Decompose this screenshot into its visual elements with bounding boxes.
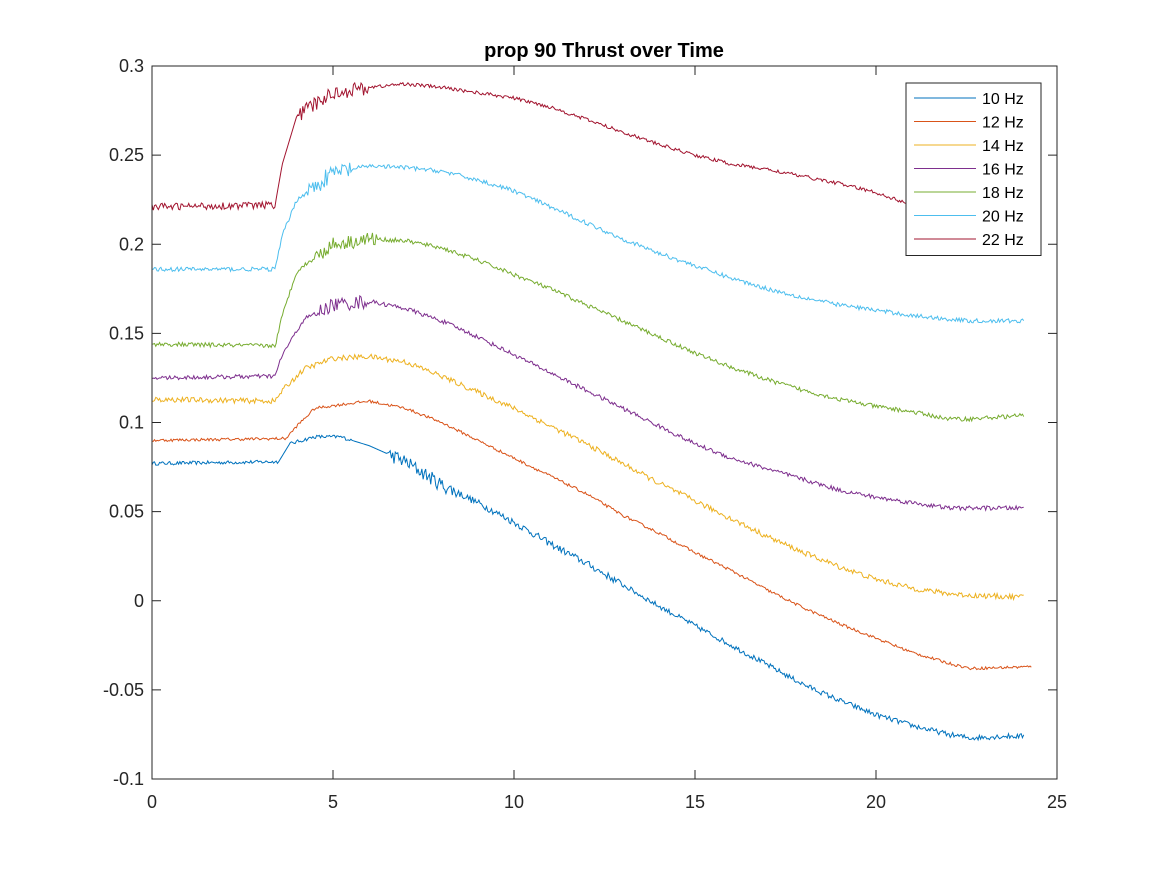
y-tick-label: -0.05: [103, 680, 144, 700]
x-tick-label: 25: [1047, 792, 1067, 812]
chart-title: prop 90 Thrust over Time: [484, 40, 724, 62]
plot-area: [151, 81, 1032, 742]
x-tick-label: 20: [866, 792, 886, 812]
y-tick-label: -0.1: [113, 769, 144, 789]
legend-label: 10 Hz: [982, 91, 1024, 108]
legend-label: 12 Hz: [982, 115, 1024, 132]
y-tick-label: 0.05: [109, 502, 144, 522]
x-axis: 0 5 10 15 20 25: [147, 66, 1067, 812]
series-line-12-hz: [151, 399, 1032, 671]
x-tick-label: 15: [685, 792, 705, 812]
x-tick-label: 10: [504, 792, 524, 812]
y-axis: -0.1 -0.05 0 0.05 0.1 0.15 0.2 0.25 0.3: [103, 56, 1057, 789]
series-line-16-hz: [151, 294, 1024, 512]
legend-label: 22 Hz: [982, 232, 1024, 249]
series-line-22-hz: [151, 81, 931, 212]
x-tick-label: 0: [147, 792, 157, 812]
legend-label: 20 Hz: [982, 209, 1024, 226]
y-tick-label: 0.2: [119, 234, 144, 254]
y-tick-label: 0.25: [109, 145, 144, 165]
x-tick-label: 5: [328, 792, 338, 812]
y-tick-label: 0: [134, 591, 144, 611]
series-line-14-hz: [151, 353, 1024, 602]
series-line-18-hz: [151, 232, 1025, 423]
series-line-20-hz: [151, 162, 1025, 324]
legend-label: 14 Hz: [982, 138, 1024, 155]
y-tick-label: 0.3: [119, 56, 144, 76]
legend-label: 18 Hz: [982, 185, 1024, 202]
legend-label: 16 Hz: [982, 162, 1024, 179]
y-tick-label: 0.15: [109, 323, 144, 343]
legend-box: [905, 82, 1042, 256]
legend: 10 Hz 12 Hz 14 Hz 16 Hz 18 Hz 20 Hz 22 Hz: [905, 82, 1042, 256]
y-tick-label: 0.1: [119, 413, 144, 433]
series-line-10-hz: [151, 434, 1025, 742]
